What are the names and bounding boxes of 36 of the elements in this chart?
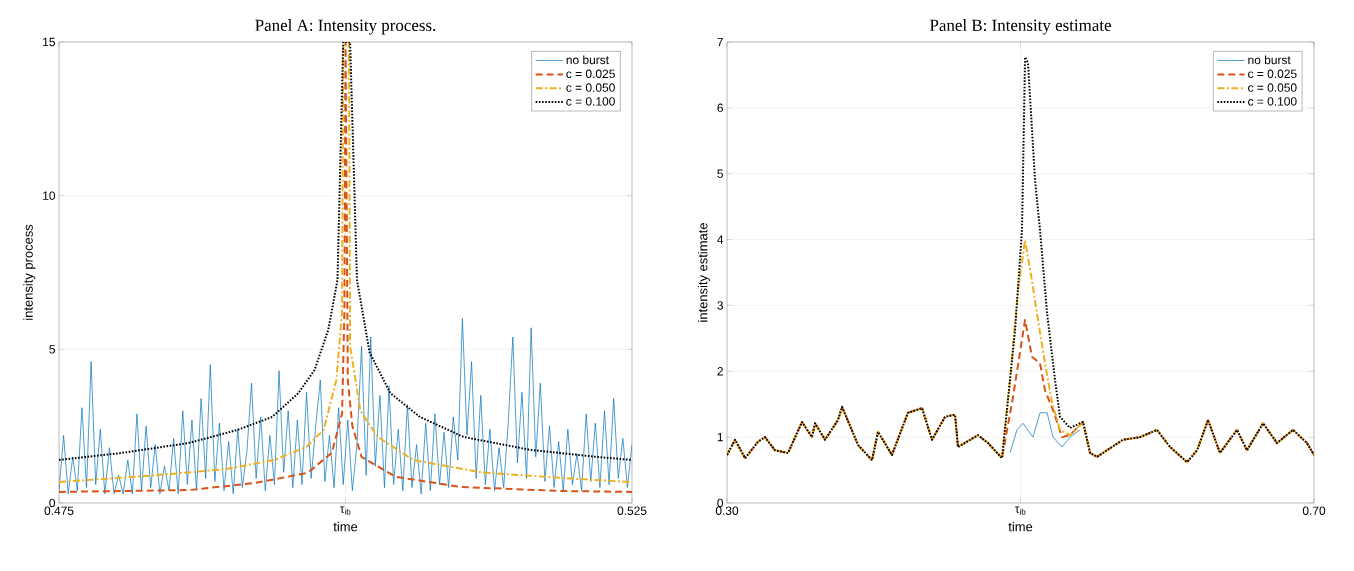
legend-label: no burst [1248,55,1291,65]
legend-label: no burst [566,55,609,65]
legend-label: c = 0.050 [1248,83,1297,92]
line-series [1009,412,1081,454]
y-axis-title: intensity estimate [697,223,711,322]
chart-title: Panel B: Intensity estimate [929,19,1111,35]
x-tick-label: 0.30 [715,506,739,515]
y-tick-label: 5 [49,345,55,354]
y-tick-label: 3 [717,301,723,310]
legend-label: c = 0.025 [1248,69,1297,78]
legend-label: c = 0.050 [566,83,615,92]
x-tick-label: τ$_{ib}$ [1014,506,1026,515]
x-tick-label: 0.525 [617,506,647,515]
legend-label: c = 0.100 [1248,97,1297,106]
y-tick-label: 6 [717,103,723,113]
line-series [727,56,1315,464]
y-tick-label: 15 [43,37,55,47]
line-series [727,239,1315,464]
y-axis-title: intensity process [23,224,36,320]
y-tick-label: 5 [717,169,723,178]
legend-label: c = 0.100 [566,97,615,106]
y-tick-label: 10 [43,191,56,200]
y-tick-label: 0 [49,498,56,508]
y-tick-label: 0 [717,498,724,508]
x-axis-title: time [333,521,358,532]
legend-label: c = 0.025 [566,69,615,78]
x-tick-label: 0.475 [44,506,74,515]
y-tick-label: 1 [717,433,723,442]
x-axis-title: time [1008,521,1033,532]
y-tick-label: 4 [717,235,724,244]
line-series [59,318,633,495]
x-tick-label: τ$_{ib}$ [339,506,351,515]
chart-title: Panel A: Intensity process. [255,19,436,35]
x-tick-label: 0.70 [1302,506,1326,515]
y-tick-label: 7 [717,37,723,47]
y-tick-label: 2 [717,367,723,376]
